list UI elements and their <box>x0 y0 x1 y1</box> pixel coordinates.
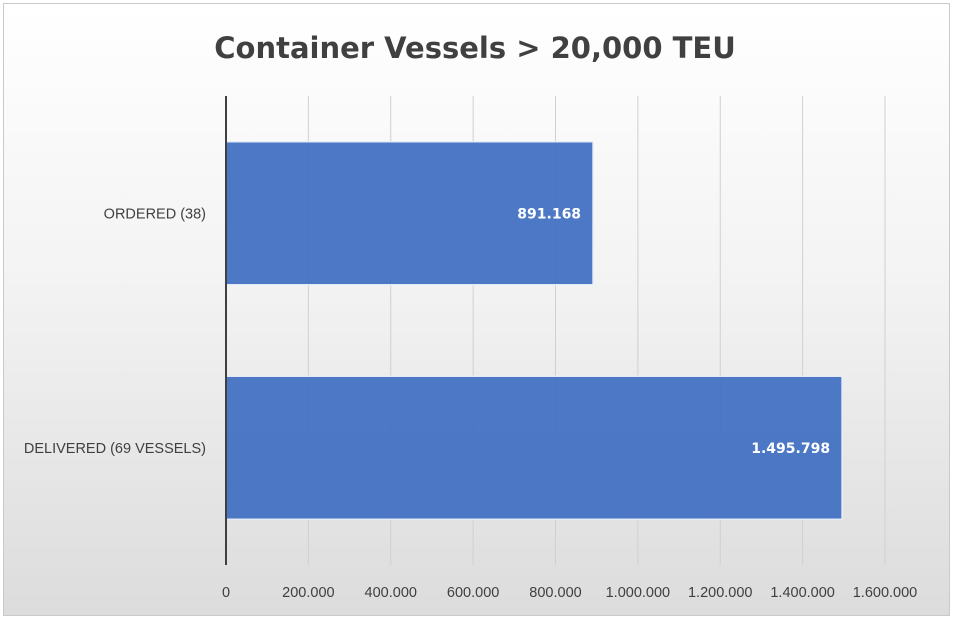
data-label: 891.168 <box>517 206 581 222</box>
x-tick-label: 1.600.000 <box>853 585 918 601</box>
x-axis-tick-labels: 0 200.000 400.000 600.000 800.000 1.000.000 1.… <box>222 585 917 601</box>
data-label: 1.495.798 <box>751 441 830 457</box>
category-label: DELIVERED (69 VESSELS) <box>24 441 206 457</box>
x-tick-label: 1.200.000 <box>688 585 753 601</box>
category-labels: ORDERED (38) DELIVERED (69 VESSELS) <box>24 206 206 457</box>
x-tick-label: 1.000.000 <box>606 585 671 601</box>
data-labels: 891.168 1.495.798 <box>517 206 830 457</box>
bars <box>225 140 843 521</box>
x-tick-label: 600.000 <box>447 585 499 601</box>
bar <box>225 140 594 286</box>
x-tick-label: 800.000 <box>529 585 581 601</box>
x-tick-label: 0 <box>222 585 230 601</box>
chart-title: Container Vessels > 20,000 TEU <box>214 31 736 65</box>
x-tick-label: 400.000 <box>365 585 417 601</box>
bar <box>225 375 843 521</box>
category-label: ORDERED (38) <box>104 206 206 222</box>
x-tick-label: 1.400.000 <box>770 585 835 601</box>
x-tick-label: 200.000 <box>282 585 334 601</box>
